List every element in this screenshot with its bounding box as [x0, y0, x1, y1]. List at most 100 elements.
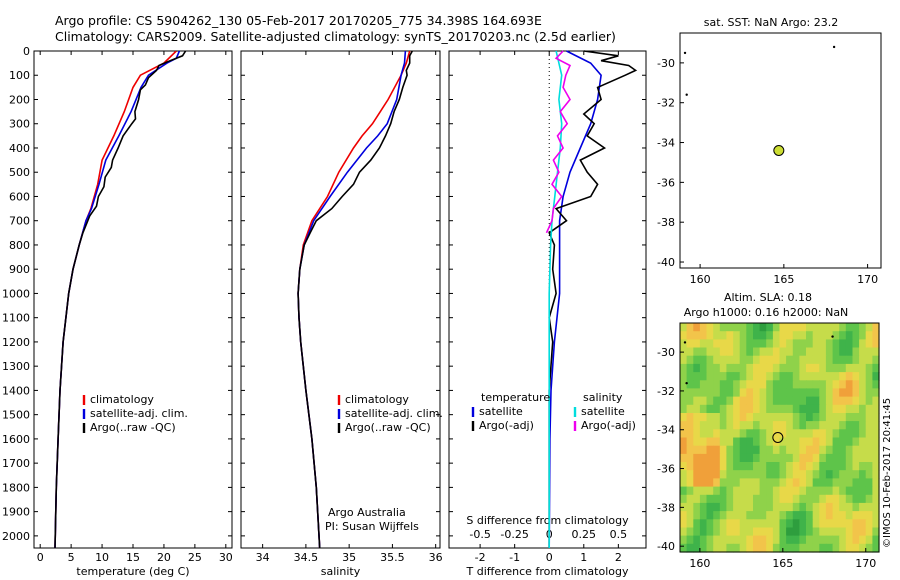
- sla-cell: [686, 388, 694, 398]
- sla-cell: [759, 363, 767, 373]
- sla-cell: [799, 363, 807, 373]
- sla-cell: [713, 347, 721, 357]
- sla-cell: [686, 511, 694, 520]
- sla-cell: [812, 519, 820, 529]
- annotation-pi: PI: Susan Wijffels: [325, 520, 419, 533]
- sla-cell: [852, 355, 860, 365]
- y-tick-label: 1200: [2, 336, 30, 349]
- sla-cell: [680, 543, 688, 553]
- sla-cell: [872, 478, 880, 488]
- sla-cell: [713, 486, 721, 496]
- sla-cell: [699, 445, 708, 455]
- sla-cell: [852, 535, 860, 545]
- sla-cell: [746, 380, 754, 390]
- sla-cell: [713, 543, 721, 553]
- sla-cell: [693, 331, 701, 340]
- sla-cell: [779, 429, 787, 439]
- sla-cell: [832, 511, 840, 520]
- sla-cell: [733, 511, 741, 520]
- sla-cell: [845, 396, 853, 406]
- sla-cell: [865, 372, 873, 381]
- sla-cell: [680, 511, 688, 520]
- map-y-tick-label-sla_map: -30: [657, 346, 675, 359]
- sla-cell: [812, 396, 820, 406]
- sla-cell: [779, 453, 787, 463]
- sla-cell: [686, 372, 694, 381]
- sla-cell: [812, 462, 820, 471]
- sla-cell: [872, 404, 880, 414]
- sla-cell: [759, 339, 767, 349]
- sla-cell: [739, 372, 747, 381]
- sla-cell: [746, 339, 754, 349]
- sla-cell: [819, 453, 827, 463]
- sla-cell: [680, 404, 688, 414]
- sla-cell: [806, 323, 814, 332]
- sla-cell: [812, 511, 820, 520]
- sla-cell: [726, 413, 734, 422]
- sla-cell: [819, 527, 827, 537]
- sla-cell: [779, 396, 787, 406]
- sla-cell: [746, 502, 754, 512]
- sla-cell: [845, 404, 853, 414]
- sla-cell: [779, 421, 787, 430]
- sla-cell: [753, 527, 761, 537]
- map-x-tick-label-sla_map: 160: [689, 557, 710, 570]
- sla-cell: [739, 486, 747, 496]
- sla-cell: [686, 331, 694, 340]
- sla-cell: [680, 388, 688, 398]
- sla-cell: [693, 453, 701, 463]
- sla-cell: [746, 511, 754, 520]
- sla-cell: [832, 421, 840, 430]
- sla-cell: [719, 388, 727, 398]
- sla-cell: [726, 372, 734, 381]
- sla-cell: [859, 331, 867, 340]
- x-tick-label-salinity-difference: -0.25: [500, 528, 528, 541]
- sla-cell: [772, 486, 781, 496]
- sla-cell: [819, 437, 827, 447]
- sla-cell: [693, 535, 701, 545]
- sla-cell: [832, 413, 840, 422]
- sla-cell: [792, 388, 800, 398]
- x-tick-label-temperature: 0: [37, 551, 44, 564]
- legend-label-differences: Argo(-adj): [479, 419, 534, 432]
- island-dot: [683, 341, 687, 344]
- sla-cell: [825, 331, 834, 340]
- sla-cell: [819, 502, 827, 512]
- sla-cell: [726, 380, 734, 390]
- sla-cell: [713, 404, 721, 414]
- x-tick-label-salinity: 34.5: [294, 551, 319, 564]
- sla-cell: [786, 478, 794, 488]
- sla-cell: [719, 478, 727, 488]
- sla-cell: [812, 478, 820, 488]
- sla-cell: [713, 323, 721, 332]
- sla-cell: [832, 347, 840, 357]
- sla-cell: [733, 323, 741, 332]
- legend-label-salinity: Argo(..raw -QC): [345, 421, 431, 434]
- sla-cell: [799, 478, 807, 488]
- x-tick-label-salinity-difference: 0.25: [572, 528, 597, 541]
- sla-cell: [832, 355, 840, 365]
- sla-cell: [753, 331, 761, 340]
- sla-cell: [825, 535, 834, 545]
- sla-cell: [852, 527, 860, 537]
- sla-cell: [839, 486, 847, 496]
- x-tick-label-salinity: 35: [342, 551, 356, 564]
- sla-cell: [746, 323, 754, 332]
- sla-cell: [819, 363, 827, 373]
- sla-cell: [872, 323, 880, 332]
- sla-cell: [839, 355, 847, 365]
- sla-cell: [852, 445, 860, 455]
- sla-cell: [792, 421, 800, 430]
- sla-cell: [766, 453, 774, 463]
- sla-cell: [772, 535, 781, 545]
- sla-cell: [753, 372, 761, 381]
- sla-cell: [806, 347, 814, 357]
- sla-cell: [753, 478, 761, 488]
- sla-cell: [746, 535, 754, 545]
- sla-cell: [706, 339, 714, 349]
- sla-cell: [819, 429, 827, 439]
- sla-cell: [779, 486, 787, 496]
- sla-cell: [739, 363, 747, 373]
- island-dot: [831, 335, 834, 338]
- sla-cell: [819, 339, 827, 349]
